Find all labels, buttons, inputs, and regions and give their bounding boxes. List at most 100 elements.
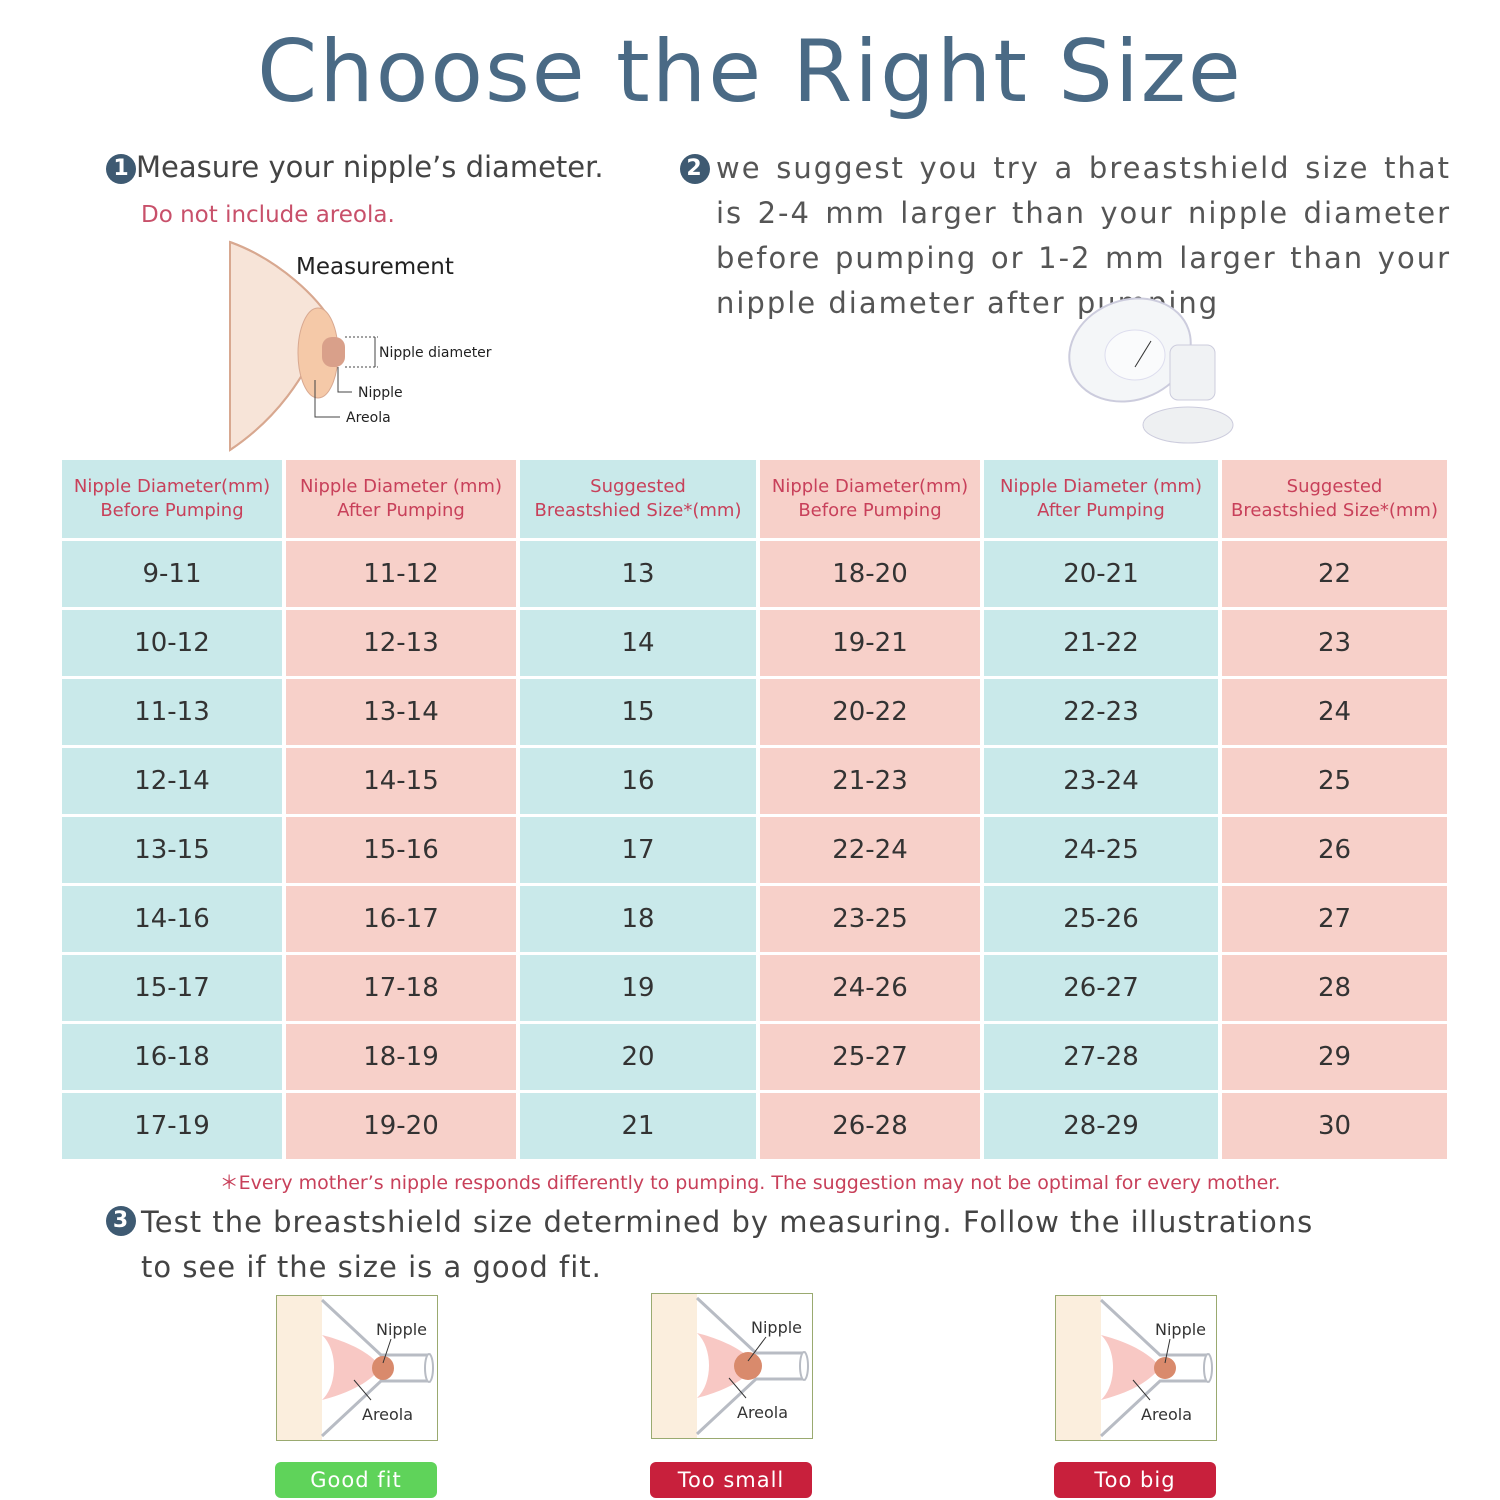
- table-cell: 24-25: [984, 817, 1218, 883]
- pointer: [1164, 1338, 1171, 1364]
- nipple: [322, 337, 345, 367]
- funnel: [1099, 1298, 1210, 1438]
- table-cell: 15-16: [286, 817, 516, 883]
- tube-end: [424, 1353, 434, 1383]
- table-cell: 23-24: [984, 748, 1218, 814]
- step1: 1 Measure your nipple’s diameter.: [106, 150, 604, 184]
- table-cell: 19: [520, 955, 756, 1021]
- table-cell: 10-12: [62, 610, 282, 676]
- fit-label: Good fit: [275, 1462, 437, 1498]
- table-cell: 17: [520, 817, 756, 883]
- table-cell: 20-22: [760, 679, 980, 745]
- areola-label: Areola: [362, 1405, 413, 1424]
- areola: [322, 1335, 381, 1400]
- table-cell: 14-16: [62, 886, 282, 952]
- fit-diagram: Nipple Areola: [651, 1293, 813, 1439]
- table-cell: 29: [1222, 1024, 1447, 1090]
- funnel: [695, 1296, 806, 1436]
- step-number: 1: [106, 154, 136, 184]
- base: [1142, 406, 1234, 444]
- connector: [1169, 344, 1216, 401]
- areola: [697, 1333, 756, 1398]
- table-cell: 28: [1222, 955, 1447, 1021]
- table-cell: 26: [1222, 817, 1447, 883]
- nipple-label: Nipple: [376, 1320, 427, 1339]
- step-number: 2: [680, 154, 710, 184]
- table-cell: 15-17: [62, 955, 282, 1021]
- arrow: [1134, 340, 1152, 368]
- footnote: ＊Every mother’s nipple responds differen…: [219, 1172, 1281, 1194]
- table-cell: 23: [1222, 610, 1447, 676]
- table-cell: 11-12: [286, 541, 516, 607]
- step-number: 3: [106, 1206, 136, 1236]
- table-cell: 22-23: [984, 679, 1218, 745]
- areola-label: Areola: [1141, 1405, 1192, 1424]
- header-cell: Nipple Diameter (mm) After Pumping: [286, 460, 516, 538]
- table-cell: 9-11: [62, 541, 282, 607]
- table-cell: 13-14: [286, 679, 516, 745]
- table-cell: 20: [520, 1024, 756, 1090]
- label: Areola: [346, 410, 391, 426]
- pointer: [353, 1379, 372, 1401]
- skin: [1056, 1296, 1101, 1440]
- table-cell: 16-17: [286, 886, 516, 952]
- table-cell: 21: [520, 1093, 756, 1159]
- table-cell: 30: [1222, 1093, 1447, 1159]
- header-cell: Suggested Breastshied Size*(mm): [520, 460, 756, 538]
- table-cell: 12-14: [62, 748, 282, 814]
- nipple-label: Nipple: [751, 1318, 802, 1337]
- table-cell: 18: [520, 886, 756, 952]
- skin: [652, 1294, 697, 1438]
- tube-end: [1203, 1353, 1213, 1383]
- table-cell: 12-13: [286, 610, 516, 676]
- table-cell: 17-18: [286, 955, 516, 1021]
- fit-label: Too small: [650, 1462, 812, 1498]
- table-cell: 16: [520, 748, 756, 814]
- table-cell: 21-22: [984, 610, 1218, 676]
- table-cell: 24: [1222, 679, 1447, 745]
- breastshield-image: [1068, 297, 1234, 444]
- label: Nipple: [358, 385, 403, 401]
- areola: [1101, 1335, 1160, 1400]
- step1-note: Do not include areola.: [141, 202, 395, 228]
- table-cell: 26-28: [760, 1093, 980, 1159]
- pointer: [747, 1336, 767, 1362]
- table-cell: 20-21: [984, 541, 1218, 607]
- table-cell: 22: [1222, 541, 1447, 607]
- table-cell: 13-15: [62, 817, 282, 883]
- title: Choose the Right Size: [257, 22, 1243, 122]
- nipple: [1154, 1357, 1176, 1379]
- step-text: Measure your nipple’s diameter.: [136, 150, 604, 184]
- table-cell: 28-29: [984, 1093, 1218, 1159]
- label: Nipple diameter: [379, 345, 492, 361]
- diagram-title: Measurement: [296, 254, 454, 280]
- table-cell: 14: [520, 610, 756, 676]
- table-cell: 11-13: [62, 679, 282, 745]
- table-cell: 22-24: [760, 817, 980, 883]
- table-cell: 19-21: [760, 610, 980, 676]
- table-cell: 24-26: [760, 955, 980, 1021]
- table-cell: 27-28: [984, 1024, 1218, 1090]
- line: [314, 380, 340, 418]
- nipple: [734, 1352, 762, 1380]
- table-cell: 15: [520, 679, 756, 745]
- step-text: Test the breastshield size determined by…: [141, 1205, 1314, 1284]
- header-cell: Nipple Diameter(mm) Before Pumping: [760, 460, 980, 538]
- table-cell: 21-23: [760, 748, 980, 814]
- header-cell: Nipple Diameter(mm) Before Pumping: [62, 460, 282, 538]
- areola-label: Areola: [737, 1403, 788, 1422]
- fit-diagram: Nipple Areola: [276, 1295, 438, 1441]
- table-cell: 18-19: [286, 1024, 516, 1090]
- header-cell: Suggested Breastshied Size*(mm): [1222, 460, 1447, 538]
- table-cell: 27: [1222, 886, 1447, 952]
- fit-diagram: Nipple Areola: [1055, 1295, 1217, 1441]
- table-cell: 25-27: [760, 1024, 980, 1090]
- skin: [277, 1296, 322, 1440]
- funnel: [320, 1298, 431, 1438]
- table-cell: 17-19: [62, 1093, 282, 1159]
- table-cell: 13: [520, 541, 756, 607]
- header-cell: Nipple Diameter (mm) After Pumping: [984, 460, 1218, 538]
- table-cell: 14-15: [286, 748, 516, 814]
- measure-diagram: Measurement Nipple diameter Nipple Areol…: [229, 240, 492, 452]
